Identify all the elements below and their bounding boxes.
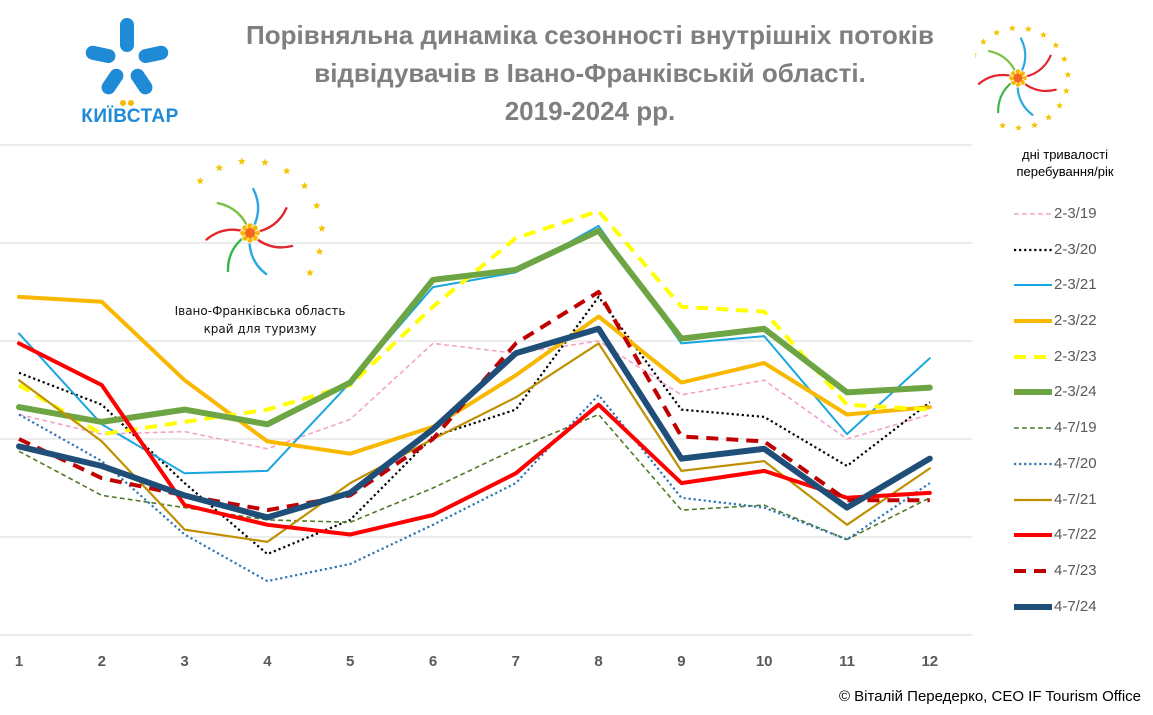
x-tick-label: 1 <box>15 653 23 670</box>
kyivstar-wordmark: КИЇВСТАР <box>81 106 179 127</box>
legend-label: 4-7/21 <box>1054 490 1097 508</box>
legend-title-line2: перебування/рік <box>1016 164 1114 179</box>
legend-item: 4-7/23 <box>1010 555 1150 591</box>
chart-title-line3: 2019-2024 рр. <box>504 96 676 126</box>
legend-label: 2-3/24 <box>1054 383 1097 401</box>
kyivstar-logo: КИЇВСТАР <box>70 14 190 134</box>
series-line-2-3-24 <box>16 227 933 428</box>
chart-title: Порівняльна динаміка сезонності внутрішн… <box>195 16 985 130</box>
legend-swatch <box>1014 284 1052 287</box>
flower-sun-icon <box>196 157 326 277</box>
legend-label: 4-7/19 <box>1054 419 1097 437</box>
region-caption-line2: край для туризму <box>203 322 317 336</box>
x-tick-label: 7 <box>512 653 520 670</box>
series-line-2-3-20 <box>18 295 931 556</box>
series-line-4-7-19 <box>18 413 931 541</box>
if-tourism-logo-large <box>196 157 326 277</box>
region-caption-line1: Івано-Франківська область <box>174 304 346 318</box>
legend-swatch <box>1014 354 1052 359</box>
x-tick-label: 12 <box>921 653 938 670</box>
legend-label: 2-3/21 <box>1054 276 1097 294</box>
series-line-4-7-21 <box>17 342 931 544</box>
legend-title: дні тривалості перебування/рік <box>990 146 1140 180</box>
legend-item: 2-3/19 <box>1010 198 1150 234</box>
legend-item: 4-7/19 <box>1010 412 1150 448</box>
series-line-2-3-22 <box>17 294 932 456</box>
legend-item: 2-3/21 <box>1010 269 1150 305</box>
x-tick-label: 10 <box>756 653 773 670</box>
x-tick-label: 11 <box>839 653 855 670</box>
legend-item: 4-7/24 <box>1010 591 1150 627</box>
legend-label: 2-3/22 <box>1054 312 1097 330</box>
legend-swatch <box>1014 568 1052 573</box>
copyright-text: © Віталій Передерко, CEO IF Tourism Offi… <box>838 688 1141 705</box>
series-line-4-7-22 <box>17 341 932 537</box>
legend-item: 2-3/23 <box>1010 341 1150 377</box>
series-line-2-3-23 <box>17 209 930 437</box>
chart-series <box>16 209 933 583</box>
legend-item: 4-7/20 <box>1010 448 1150 484</box>
legend-label: 2-3/19 <box>1054 205 1097 222</box>
series-line-2-3-19 <box>18 340 931 450</box>
legend-label: 4-7/24 <box>1054 597 1097 615</box>
legend-swatch <box>1014 427 1052 429</box>
legend-item: 4-7/21 <box>1010 484 1150 520</box>
legend-title-line1: дні тривалості <box>1021 147 1108 162</box>
legend-swatch <box>1014 248 1052 251</box>
x-tick-label: 2 <box>98 653 106 670</box>
x-tick-label: 8 <box>594 653 602 670</box>
legend-swatch <box>1014 603 1052 610</box>
x-tick-label: 6 <box>429 653 437 670</box>
series-line-4-7-20 <box>18 393 931 583</box>
region-caption: Івано-Франківська область край для туриз… <box>170 302 350 338</box>
legend-swatch <box>1014 389 1052 396</box>
series-line-4-7-24 <box>16 325 933 521</box>
legend-item: 2-3/24 <box>1010 376 1150 412</box>
x-tick-label: 9 <box>677 653 685 670</box>
x-tick-label: 3 <box>180 653 188 670</box>
x-axis-tick-labels: 1 2 3 4 5 6 7 8 9 10 11 12 <box>15 653 938 670</box>
x-tick-label: 5 <box>346 653 354 670</box>
legend-label: 4-7/23 <box>1054 561 1097 579</box>
chart-gridlines <box>0 144 972 636</box>
chart-title-line1: Порівняльна динаміка сезонності внутрішн… <box>246 20 934 50</box>
if-tourism-logo-small <box>975 24 1072 130</box>
chart-title-line2: відвідувачів в Івано-Франківській област… <box>314 58 866 88</box>
legend-swatch <box>1014 533 1052 538</box>
kyivstar-star-icon <box>85 18 169 106</box>
legend-item: 2-3/22 <box>1010 305 1150 341</box>
legend-swatch <box>1014 498 1052 501</box>
series-line-2-3-21 <box>18 224 931 475</box>
x-tick-label: 4 <box>263 653 272 670</box>
legend-label: 2-3/20 <box>1054 240 1097 258</box>
legend-item: 2-3/20 <box>1010 234 1150 270</box>
legend-label: 2-3/23 <box>1054 347 1097 365</box>
flower-sun-icon <box>975 24 1072 130</box>
legend-label: 4-7/22 <box>1054 526 1097 544</box>
legend-label: 4-7/20 <box>1054 454 1097 472</box>
legend-swatch <box>1014 462 1052 465</box>
legend-item: 4-7/22 <box>1010 519 1150 555</box>
chart-legend: 2-3/19 2-3/20 2-3/21 2-3/22 2-3/23 2-3/24 4-7/… <box>1010 198 1150 626</box>
legend-swatch <box>1014 213 1052 215</box>
legend-swatch <box>1014 319 1052 324</box>
